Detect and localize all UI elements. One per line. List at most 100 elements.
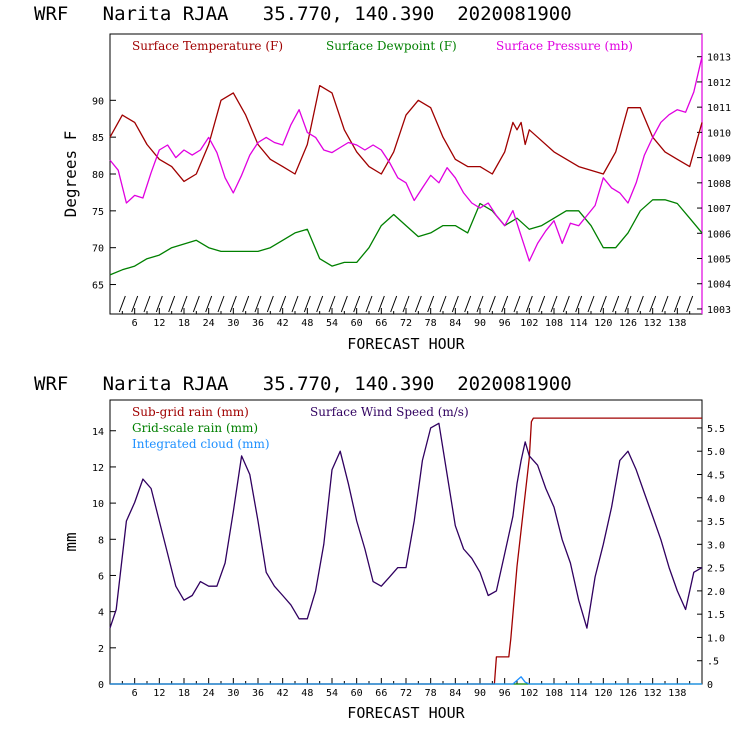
chart1-xtick-label: 36 — [252, 318, 264, 329]
chart2-xtick-label: 12 — [153, 688, 165, 699]
chart1-xtick-label: 108 — [545, 318, 563, 329]
chart2-xtick-label: 102 — [520, 688, 538, 699]
chart2-xtick-label: 72 — [400, 688, 412, 699]
chart1-xtick-label: 42 — [277, 318, 289, 329]
wind-barb — [155, 295, 163, 313]
wind-barb — [291, 295, 299, 313]
wind-barb — [624, 295, 632, 313]
chart1-xtick-label: 120 — [594, 318, 612, 329]
wind-barb — [390, 295, 398, 313]
legend-surface-wind-speed: Surface Wind Speed (m/s) — [310, 405, 469, 419]
chart2-ytick-label: 6 — [98, 571, 104, 582]
chart2-xtick-label: 42 — [277, 688, 289, 699]
legend-gridscale-rain: Grid-scale rain (mm) — [132, 421, 258, 435]
chart1-y2tick-label: 1003 — [707, 305, 731, 316]
chart2-y2tick-label: 1.0 — [707, 633, 725, 644]
chart2-xtick-label: 138 — [668, 688, 686, 699]
chart2-ytick-label: 10 — [92, 499, 104, 510]
wind-barb — [464, 295, 472, 313]
chart2-xtick-label: 18 — [178, 688, 190, 699]
chart1-xtick-label: 12 — [153, 318, 165, 329]
chart1-surface-temperature-line — [109, 84, 703, 183]
legend-surface-dewpoint: Surface Dewpoint (F) — [326, 39, 457, 53]
legend-integrated-cloud: Integrated cloud (mm) — [132, 437, 270, 451]
wind-barb — [439, 295, 447, 313]
chart1-xtick-label: 138 — [668, 318, 686, 329]
chart1-y2tick-label: 1009 — [707, 154, 731, 165]
chart2-xtick-label: 126 — [619, 688, 637, 699]
wind-barb — [661, 295, 669, 313]
chart1-xtick-label: 126 — [619, 318, 637, 329]
chart2-ytick-label: 8 — [98, 535, 104, 546]
chart1-ytick-label: 90 — [92, 96, 104, 107]
wind-barb — [180, 295, 188, 313]
chart2-title: WRF Narita RJAA 35.770, 140.390 20200819… — [34, 373, 572, 395]
wind-barb — [316, 295, 324, 313]
wind-barb — [118, 295, 126, 313]
chart1-surface-dewpoint-line — [109, 199, 703, 276]
legend-surface-temperature: Surface Temperature (F) — [132, 39, 283, 53]
wind-barb — [168, 295, 176, 313]
chart2-ytick-label: 2 — [98, 644, 104, 655]
chart1-xtick-label: 6 — [132, 318, 138, 329]
chart2-xtick-label: 132 — [644, 688, 662, 699]
legend-subgrid-rain: Sub-grid rain (mm) — [132, 405, 249, 419]
wind-barb — [587, 295, 595, 313]
chart1-xtick-label: 54 — [326, 318, 338, 329]
chart2-y2tick-label: 5.5 — [707, 424, 725, 435]
chart2-xtick-label: 78 — [425, 688, 437, 699]
wind-barb — [353, 295, 361, 313]
chart2-xtick-label: 120 — [594, 688, 612, 699]
wind-barb — [303, 295, 311, 313]
chart2-ylabel: mm — [61, 532, 80, 551]
wind-barb — [501, 295, 509, 313]
chart2-ytick-label: 14 — [92, 427, 104, 438]
wind-barb — [575, 295, 583, 313]
chart2-y2tick-label: 2.5 — [707, 564, 725, 575]
chart2-xlabel: FORECAST HOUR — [347, 704, 465, 722]
wind-barb — [673, 295, 681, 313]
chart1-ytick-label: 65 — [92, 281, 104, 292]
wind-barb — [414, 295, 422, 313]
chart2-xtick-label: 60 — [351, 688, 363, 699]
chart2-ytick-label: 12 — [92, 463, 104, 474]
chart2-xtick-label: 90 — [474, 688, 486, 699]
chart2-xtick-label: 30 — [227, 688, 239, 699]
wind-barb — [340, 295, 348, 313]
wind-barb — [217, 295, 225, 313]
wind-barb — [476, 295, 484, 313]
chart1-xtick-label: 132 — [644, 318, 662, 329]
chart1-xtick-label: 24 — [203, 318, 215, 329]
chart2-y2tick-label: 4.5 — [707, 470, 725, 481]
wind-barb — [365, 295, 373, 313]
chart1-y2tick-label: 1005 — [707, 255, 731, 266]
chart1-y2tick-label: 1012 — [707, 78, 731, 89]
chart1-y2tick-label: 1004 — [707, 280, 731, 291]
chart1-y2tick-label: 1010 — [707, 128, 731, 139]
chart1-y2tick-label: 1008 — [707, 179, 731, 190]
wind-barb — [636, 295, 644, 313]
chart1-xtick-label: 78 — [425, 318, 437, 329]
chart2-ytick-label: 0 — [98, 680, 104, 691]
wind-barb — [525, 295, 533, 313]
wind-barbs — [118, 295, 694, 313]
chart1-xtick-label: 96 — [499, 318, 511, 329]
chart1-ytick-label: 75 — [92, 207, 104, 218]
chart2-y2tick-label: 1.5 — [707, 610, 725, 621]
wind-barb — [686, 295, 694, 313]
wind-barb — [266, 295, 274, 313]
wind-barb — [550, 295, 558, 313]
chart1-y2tick-label: 1006 — [707, 229, 731, 240]
chart1-xtick-label: 90 — [474, 318, 486, 329]
chart2-xtick-label: 84 — [449, 688, 461, 699]
chart2-y2tick-label: .5 — [707, 657, 719, 668]
chart2-y2tick-label: 3.5 — [707, 517, 725, 528]
chart1-xtick-label: 102 — [520, 318, 538, 329]
chart2-sub-grid-rain-line — [110, 417, 702, 685]
wind-barb — [649, 295, 657, 313]
chart1-xtick-label: 66 — [375, 318, 387, 329]
chart2-xtick-label: 96 — [499, 688, 511, 699]
chart2-y2tick-label: 3.0 — [707, 540, 725, 551]
chart1-ytick-label: 80 — [92, 170, 104, 181]
